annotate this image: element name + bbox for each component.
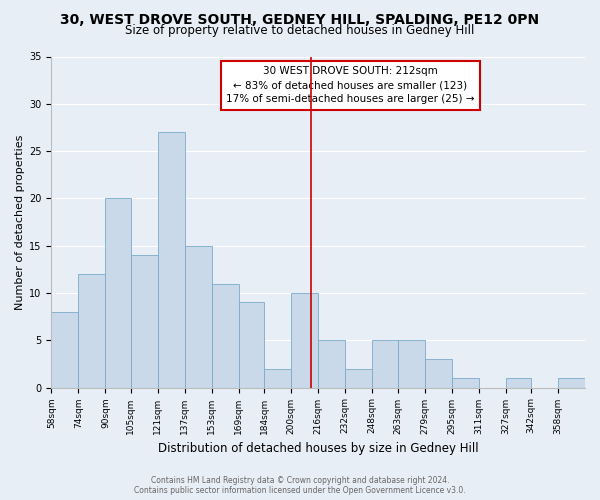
Bar: [452, 378, 479, 388]
Text: 30 WEST DROVE SOUTH: 212sqm
← 83% of detached houses are smaller (123)
17% of se: 30 WEST DROVE SOUTH: 212sqm ← 83% of det…: [226, 66, 475, 104]
Text: Size of property relative to detached houses in Gedney Hill: Size of property relative to detached ho…: [125, 24, 475, 37]
Bar: [52, 312, 79, 388]
Bar: [558, 378, 585, 388]
Text: Contains HM Land Registry data © Crown copyright and database right 2024.
Contai: Contains HM Land Registry data © Crown c…: [134, 476, 466, 495]
Bar: [131, 255, 158, 388]
Bar: [425, 359, 452, 388]
X-axis label: Distribution of detached houses by size in Gedney Hill: Distribution of detached houses by size …: [158, 442, 479, 455]
Bar: [398, 340, 425, 388]
Bar: [239, 302, 264, 388]
Bar: [372, 340, 398, 388]
Bar: [506, 378, 531, 388]
Bar: [345, 368, 372, 388]
Text: 30, WEST DROVE SOUTH, GEDNEY HILL, SPALDING, PE12 0PN: 30, WEST DROVE SOUTH, GEDNEY HILL, SPALD…: [61, 12, 539, 26]
Bar: [318, 340, 345, 388]
Bar: [291, 293, 318, 388]
Y-axis label: Number of detached properties: Number of detached properties: [15, 134, 25, 310]
Bar: [106, 198, 131, 388]
Bar: [185, 246, 212, 388]
Bar: [264, 368, 291, 388]
Bar: [158, 132, 185, 388]
Bar: [212, 284, 239, 388]
Bar: [79, 274, 106, 388]
